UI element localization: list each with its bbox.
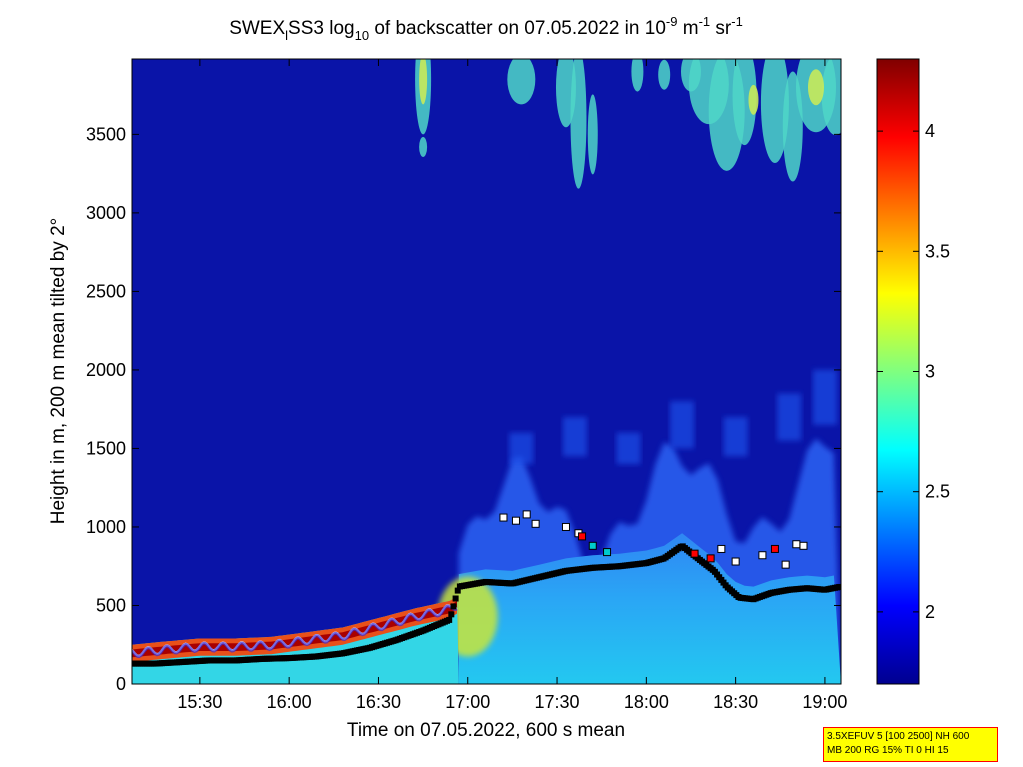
colorbar-tick-label: 3.5 bbox=[925, 241, 950, 261]
y-tick-label: 2500 bbox=[86, 281, 126, 301]
cloud-patch bbox=[821, 59, 841, 136]
y-axis: 0 500 1000 1500 2000 2500 3000 3500 bbox=[86, 124, 841, 694]
y-tick-label: 2000 bbox=[86, 360, 126, 380]
layer-marker bbox=[588, 541, 597, 550]
layer-marker bbox=[781, 560, 790, 569]
signal-streak bbox=[509, 432, 534, 465]
layer-marker bbox=[531, 519, 540, 528]
colorbar bbox=[876, 58, 920, 685]
colorbar-ticks: 2 2.5 3 3.5 4 bbox=[877, 121, 950, 622]
cloud-patch bbox=[760, 59, 789, 163]
y-tick-label: 500 bbox=[96, 595, 126, 615]
layer-marker bbox=[578, 532, 587, 541]
cloud-patch bbox=[631, 59, 644, 92]
colorbar-tick-label: 4 bbox=[925, 121, 935, 141]
layer-marker bbox=[511, 516, 520, 525]
x-tick-label: 18:30 bbox=[713, 692, 758, 712]
cloud-core bbox=[748, 84, 759, 115]
bl-marker bbox=[450, 603, 457, 610]
signal-streak bbox=[777, 393, 802, 441]
layer-marker bbox=[690, 549, 699, 558]
aerosol-top-shadow bbox=[132, 604, 458, 659]
cloud-patch bbox=[587, 94, 598, 175]
x-tick-label: 16:30 bbox=[356, 692, 401, 712]
cloud-core bbox=[419, 59, 428, 105]
cloud-patch bbox=[570, 59, 587, 189]
layer-marker bbox=[770, 544, 779, 553]
y-tick-label: 3500 bbox=[86, 124, 126, 144]
cloud-patch bbox=[507, 59, 536, 105]
layer-marker bbox=[717, 544, 726, 553]
layer-marker bbox=[731, 557, 740, 566]
x-tick-label: 19:00 bbox=[802, 692, 847, 712]
boundary-layer-overlay bbox=[132, 510, 841, 667]
cloud-core bbox=[807, 69, 824, 106]
plot-frame bbox=[131, 58, 842, 685]
layer-marker bbox=[522, 510, 531, 519]
signal-streak bbox=[723, 417, 748, 457]
x-tick-label: 15:30 bbox=[177, 692, 222, 712]
x-tick-label: 16:00 bbox=[267, 692, 312, 712]
colorbar-tick-label: 2.5 bbox=[925, 482, 950, 502]
colorbar-tick-label: 2 bbox=[925, 602, 935, 622]
layer-marker bbox=[799, 541, 808, 550]
x-tick-label: 17:30 bbox=[535, 692, 580, 712]
cloud-patch bbox=[680, 59, 701, 92]
y-tick-label: 1500 bbox=[86, 438, 126, 458]
signal-streak bbox=[616, 432, 641, 465]
y-tick-label: 1000 bbox=[86, 517, 126, 537]
x-tick-label: 18:00 bbox=[624, 692, 669, 712]
y-tick-label: 0 bbox=[116, 674, 126, 694]
info-line-2: MB 200 RG 15% TI 0 HI 15 bbox=[827, 745, 949, 756]
layer-marker bbox=[792, 540, 801, 549]
cloud-patch bbox=[658, 59, 671, 90]
info-line-1: 3.5XEFUV 5 [100 2500] NH 600 bbox=[827, 731, 970, 742]
x-tick-label: 17:00 bbox=[445, 692, 490, 712]
processing-info-box: 3.5XEFUV 5 [100 2500] NH 600 MB 200 RG 1… bbox=[823, 727, 998, 762]
y-tick-label: 3000 bbox=[86, 203, 126, 223]
bl-marker bbox=[836, 583, 841, 590]
bl-marker bbox=[454, 587, 461, 594]
layer-marker bbox=[706, 554, 715, 563]
colorbar-tick-label: 3 bbox=[925, 362, 935, 382]
chart-title: SWEXlSS3 log10 of backscatter on 07.05.2… bbox=[229, 14, 743, 43]
bl-marker bbox=[448, 611, 455, 618]
y-axis-label: Height in m, 200 m mean tilted by 2° bbox=[48, 218, 69, 524]
x-axis: 15:30 16:00 16:30 17:00 17:30 18:00 18:30 19:00 bbox=[177, 59, 847, 712]
cloud-patch bbox=[732, 59, 757, 146]
entrainment-band-red bbox=[132, 601, 457, 658]
layer-marker bbox=[499, 513, 508, 522]
layer-marker bbox=[561, 522, 570, 531]
signal-streak bbox=[562, 417, 587, 457]
bl-marker bbox=[446, 616, 453, 623]
layer-marker bbox=[603, 548, 612, 557]
bl-marker bbox=[452, 595, 459, 602]
signal-streak bbox=[670, 401, 695, 449]
x-axis-label: Time on 07.05.2022, 600 s mean bbox=[347, 720, 625, 741]
signal-streak bbox=[812, 369, 837, 425]
layer-marker bbox=[758, 551, 767, 560]
cloud-patch bbox=[419, 136, 428, 157]
